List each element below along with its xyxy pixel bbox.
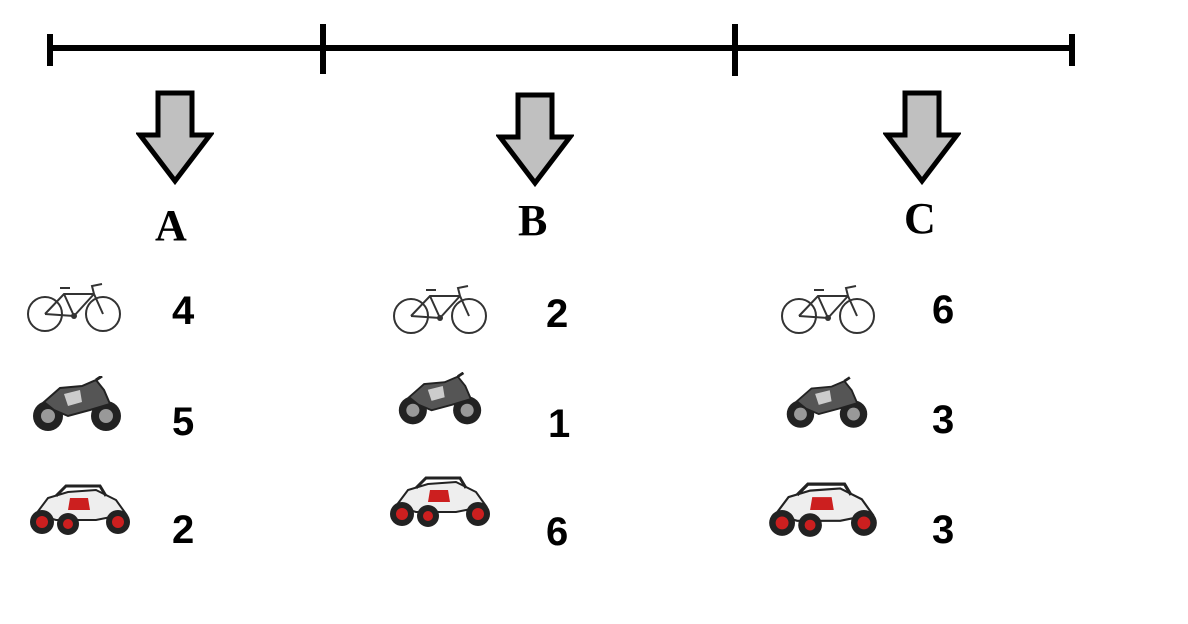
bicycle-icon xyxy=(27,283,121,332)
count-b-buggy: 6 xyxy=(546,510,569,554)
down-arrow-icon xyxy=(136,90,214,186)
timeline xyxy=(47,24,1075,76)
section-label-b: B xyxy=(518,196,548,245)
bicycle-icon xyxy=(781,285,875,334)
count-a-buggy: 2 xyxy=(172,508,195,552)
count-b-motorcycle: 1 xyxy=(548,402,571,446)
section-label-a: A xyxy=(155,201,187,250)
bicycle-icon xyxy=(393,285,487,334)
buggy-icon xyxy=(390,476,490,527)
motorcycle-icon xyxy=(33,376,121,431)
motorcycle-icon xyxy=(398,372,482,425)
down-arrow-icon xyxy=(883,90,961,186)
section-label-c: C xyxy=(904,194,936,243)
count-c-motorcycle: 3 xyxy=(932,398,955,442)
count-a-bicycle: 4 xyxy=(172,289,195,333)
count-c-buggy: 3 xyxy=(932,508,955,552)
buggy-icon xyxy=(769,482,877,537)
count-b-bicycle: 2 xyxy=(546,292,569,336)
count-a-motorcycle: 5 xyxy=(172,400,195,444)
buggy-icon xyxy=(30,484,130,535)
down-arrow-icon xyxy=(496,92,574,188)
count-c-bicycle: 6 xyxy=(932,288,955,332)
motorcycle-icon xyxy=(786,376,868,428)
